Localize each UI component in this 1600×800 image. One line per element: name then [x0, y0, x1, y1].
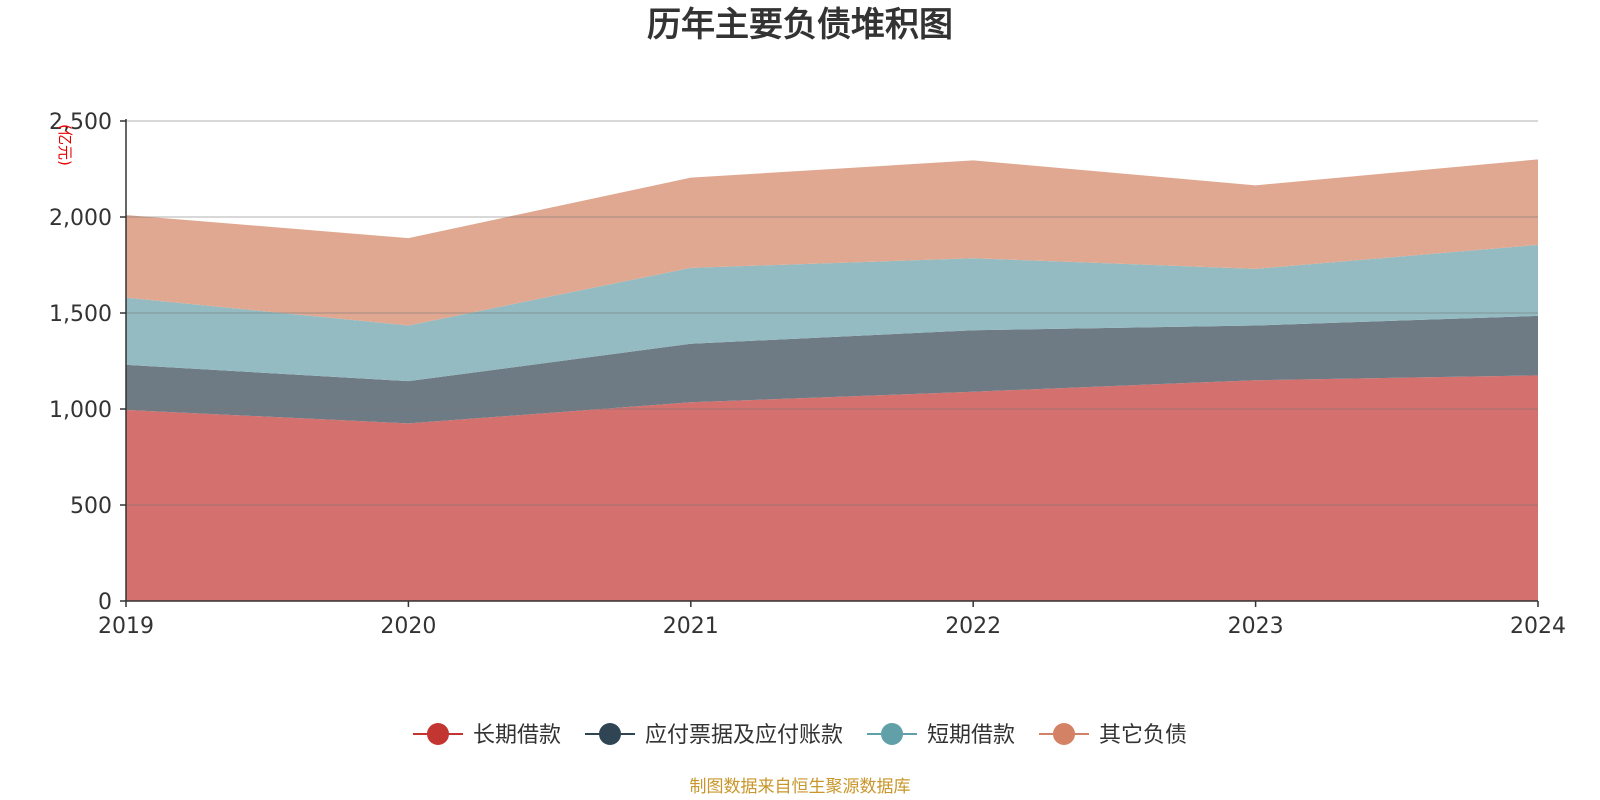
- legend-marker: [1053, 723, 1075, 745]
- area-series-3: [126, 244, 1538, 382]
- y-tick-label: 1,000: [49, 398, 112, 423]
- grid-lines: [126, 120, 1538, 506]
- legend-item-3[interactable]: 短期借款: [867, 723, 1015, 748]
- x-tick-label: 2020: [380, 614, 436, 639]
- legend-marker: [599, 723, 621, 745]
- area-series-4: [126, 159, 1538, 326]
- legend-item-4[interactable]: 其它负债: [1039, 723, 1187, 748]
- x-tick-label: 2023: [1228, 614, 1284, 639]
- legend-label: 其它负债: [1099, 723, 1187, 748]
- legend-marker: [427, 723, 449, 745]
- y-tick-label: 2,500: [49, 110, 112, 135]
- legend-label: 应付票据及应付账款: [645, 723, 843, 748]
- y-tick-label: 1,500: [49, 302, 112, 327]
- legend-marker: [881, 723, 903, 745]
- legend-label: 长期借款: [473, 723, 561, 748]
- y-tick-label: 500: [70, 494, 112, 519]
- x-tick-label: 2024: [1510, 614, 1566, 639]
- legend-label: 短期借款: [927, 723, 1015, 748]
- x-tick-label: 2021: [663, 614, 719, 639]
- y-axis-unit: (亿元): [56, 124, 74, 166]
- chart-title: 历年主要负债堆积图: [647, 5, 953, 45]
- axes: 0 500 1,000 1,500 2,000 2,500 2019 2020 2021 2022…: [49, 110, 1566, 639]
- area-series-1: [126, 375, 1538, 601]
- legend-item-2[interactable]: 应付票据及应付账款: [585, 723, 843, 748]
- legend-item-1[interactable]: 长期借款: [413, 723, 561, 748]
- y-tick-label: 0: [98, 590, 112, 615]
- y-tick-label: 2,000: [49, 206, 112, 231]
- data-source-note: 制图数据来自恒生聚源数据库: [690, 777, 911, 797]
- area-series-2: [126, 315, 1538, 424]
- x-tick-label: 2019: [98, 614, 154, 639]
- legend: 长期借款 应付票据及应付账款 短期借款 其它负债: [413, 723, 1187, 748]
- x-tick-label: 2022: [945, 614, 1001, 639]
- area-layers: [126, 159, 1538, 601]
